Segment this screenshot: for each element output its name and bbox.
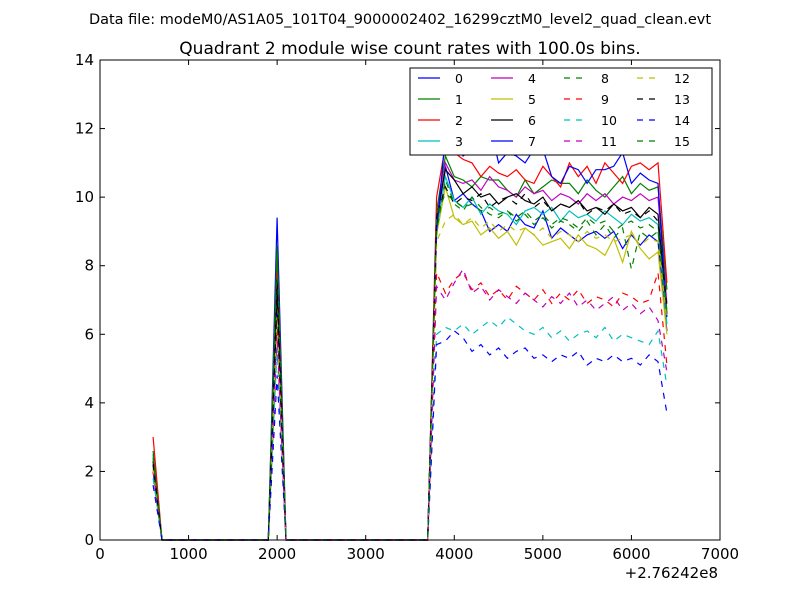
y-tick-label: 14 xyxy=(75,51,94,69)
legend-label: 14 xyxy=(674,113,690,128)
legend-item-8: 8 xyxy=(564,71,609,86)
legend-label: 12 xyxy=(674,71,690,86)
legend-item-0: 0 xyxy=(418,71,463,86)
legend-label: 1 xyxy=(455,92,463,107)
legend-label: 2 xyxy=(455,113,463,128)
legend-item-13: 13 xyxy=(637,92,690,107)
legend-label: 4 xyxy=(528,71,536,86)
legend-label: 6 xyxy=(528,113,536,128)
legend-item-6: 6 xyxy=(491,113,536,128)
legend-item-7: 7 xyxy=(491,134,536,149)
chart-title: Quadrant 2 module wise count rates with … xyxy=(179,39,640,59)
series-line-9 xyxy=(152,271,668,541)
legend-item-14: 14 xyxy=(637,113,690,128)
legend-item-5: 5 xyxy=(491,92,536,107)
legend-label: 5 xyxy=(528,92,536,107)
x-tick-label: 1000 xyxy=(169,545,207,563)
legend-item-15: 15 xyxy=(637,134,690,149)
x-tick-label: 4000 xyxy=(435,545,473,563)
x-tick-label: 7000 xyxy=(701,545,739,563)
legend-item-1: 1 xyxy=(418,92,463,107)
series-line-11 xyxy=(152,267,668,541)
series-line-1 xyxy=(152,153,668,541)
y-tick-label: 0 xyxy=(84,531,94,549)
y-tick-label: 8 xyxy=(84,257,94,275)
legend-item-4: 4 xyxy=(491,71,536,86)
legend-item-3: 3 xyxy=(418,134,463,149)
legend-label: 0 xyxy=(455,71,463,86)
legend-item-11: 11 xyxy=(564,134,617,149)
legend-item-9: 9 xyxy=(564,92,609,107)
legend-label: 15 xyxy=(674,134,690,149)
series-line-7 xyxy=(152,123,668,541)
y-tick-label: 6 xyxy=(84,325,94,343)
legend-label: 7 xyxy=(528,134,536,149)
series-layer xyxy=(152,123,668,541)
series-line-10 xyxy=(152,316,668,541)
series-line-4 xyxy=(152,160,668,541)
legend-label: 13 xyxy=(674,92,690,107)
x-axis-offset-label: +2.76242e8 xyxy=(625,564,718,582)
legend-item-12: 12 xyxy=(637,71,690,86)
y-tick-label: 4 xyxy=(84,394,94,412)
x-tick-label: 0 xyxy=(95,545,105,563)
legend-label: 9 xyxy=(601,92,609,107)
series-line-0 xyxy=(152,166,668,541)
legend-item-10: 10 xyxy=(564,113,617,128)
series-line-14 xyxy=(152,330,668,541)
legend-label: 10 xyxy=(601,113,617,128)
series-line-3 xyxy=(152,174,668,541)
y-tick-label: 2 xyxy=(84,462,94,480)
legend-label: 3 xyxy=(455,134,463,149)
x-tick-label: 2000 xyxy=(258,545,296,563)
legend-label: 8 xyxy=(601,71,609,86)
y-tick-label: 12 xyxy=(75,120,94,138)
legend-item-2: 2 xyxy=(418,113,463,128)
legend-label: 11 xyxy=(601,134,617,149)
legend-frame xyxy=(409,67,713,156)
figure-suptitle: Data file: modeM0/AS1A05_101T04_90000024… xyxy=(89,12,711,28)
plot-area-frame xyxy=(99,59,721,541)
x-tick-label: 5000 xyxy=(524,545,562,563)
x-tick-label: 3000 xyxy=(347,545,385,563)
series-line-2 xyxy=(152,144,668,541)
x-tick-label: 6000 xyxy=(612,545,650,563)
y-tick-label: 10 xyxy=(75,188,94,206)
series-line-12 xyxy=(152,213,668,541)
